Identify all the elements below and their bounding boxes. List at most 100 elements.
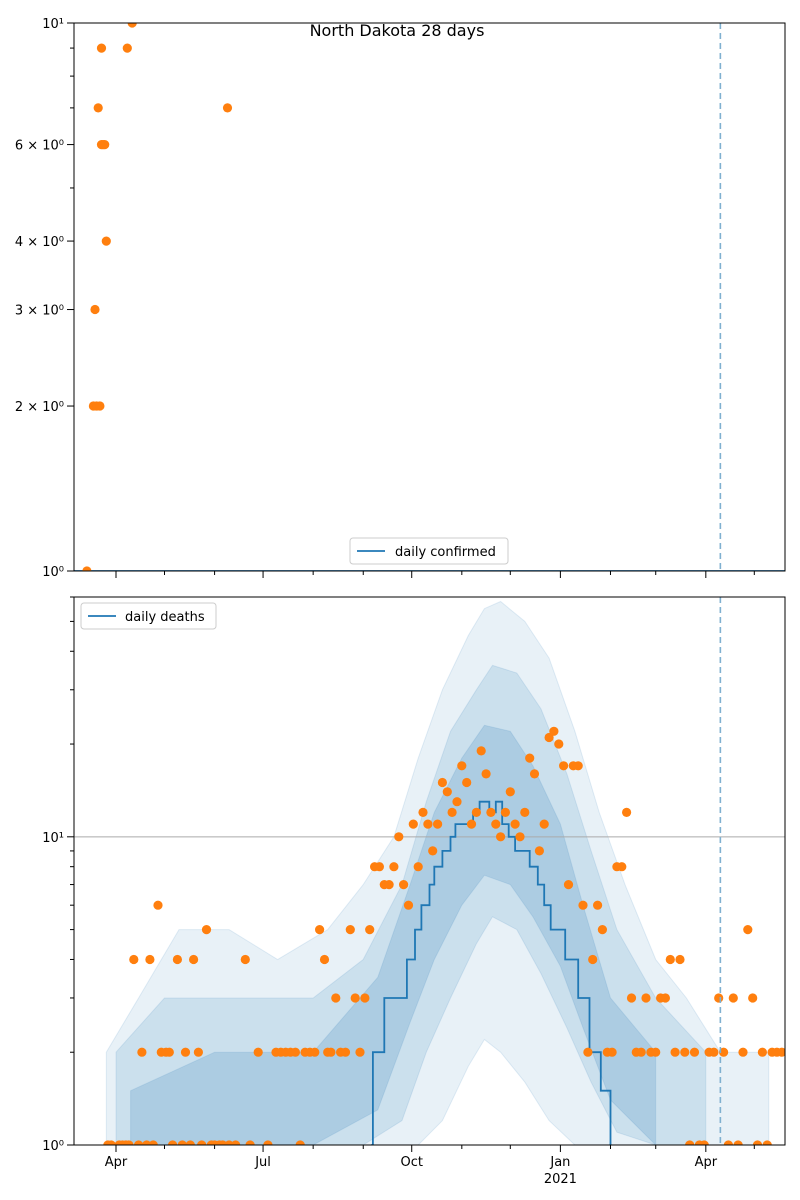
bottom-data-point bbox=[534, 846, 545, 856]
top-data-point bbox=[101, 236, 111, 246]
top-y-tick-label: 2 × 10⁰ bbox=[15, 400, 64, 415]
top-data-point bbox=[95, 401, 105, 411]
bottom-data-point bbox=[437, 777, 447, 788]
bottom-data-point bbox=[496, 832, 506, 842]
bottom-data-point bbox=[689, 1047, 700, 1057]
bottom-data-point bbox=[290, 1047, 300, 1057]
bottom-data-point bbox=[762, 1140, 772, 1145]
x-tick-label: Oct bbox=[400, 1155, 422, 1170]
bottom-data-point bbox=[418, 807, 428, 818]
bottom-data-point bbox=[544, 732, 554, 743]
bottom-data-point bbox=[134, 1140, 144, 1145]
bottom-data-point bbox=[660, 993, 671, 1003]
top-y-tick-label: 3 × 10⁰ bbox=[15, 304, 64, 319]
bottom-data-point bbox=[719, 1047, 729, 1057]
bottom-data-point bbox=[345, 925, 355, 935]
bottom-data-point bbox=[331, 993, 341, 1003]
bottom-data-point bbox=[728, 993, 738, 1003]
bottom-data-point bbox=[607, 1047, 617, 1057]
bottom-data-point bbox=[510, 819, 520, 829]
bottom-data-point bbox=[394, 832, 404, 842]
bottom-data-point bbox=[263, 1140, 273, 1145]
top-legend-label: daily confirmed bbox=[395, 545, 496, 560]
bottom-data-point bbox=[699, 1140, 709, 1145]
bottom-data-point bbox=[106, 1140, 116, 1145]
top-data-point bbox=[100, 140, 110, 150]
bottom-data-point bbox=[481, 769, 491, 779]
top-panel: 10⁰ 2 × 10⁰ 3 × 10⁰ 4 × 10⁰ 6 × 10⁰ 10¹ North… bbox=[15, 17, 786, 580]
bottom-data-point bbox=[185, 1140, 195, 1145]
bottom-uncertainty-band-0 bbox=[105, 600, 770, 1145]
bottom-data-point bbox=[423, 819, 433, 829]
bottom-data-point bbox=[549, 726, 559, 736]
bottom-data-point bbox=[413, 862, 423, 872]
bottom-data-point bbox=[709, 1047, 719, 1057]
x-tick-sublabel: 2021 bbox=[544, 1172, 577, 1187]
bottom-data-point bbox=[593, 900, 603, 910]
bottom-data-point bbox=[452, 797, 462, 807]
bottom-data-point bbox=[340, 1047, 351, 1057]
bottom-data-point bbox=[583, 1047, 593, 1057]
bottom-data-point bbox=[578, 900, 588, 910]
bottom-data-point bbox=[491, 819, 501, 829]
bottom-data-point bbox=[471, 807, 481, 818]
bottom-data-point bbox=[447, 807, 457, 818]
bottom-data-point bbox=[164, 1047, 174, 1057]
bottom-data-point bbox=[365, 925, 375, 935]
bottom-data-point bbox=[384, 880, 394, 890]
bottom-data-point bbox=[310, 1047, 320, 1057]
x-tick-label: Apr bbox=[105, 1155, 128, 1170]
bottom-data-point bbox=[476, 746, 486, 756]
bottom-data-point bbox=[148, 1140, 158, 1145]
bottom-data-point bbox=[403, 900, 414, 910]
bottom-series bbox=[103, 726, 785, 1145]
bottom-data-point bbox=[124, 1140, 134, 1145]
top-x-axis bbox=[115, 571, 755, 578]
bottom-data-point bbox=[177, 1140, 187, 1145]
bottom-data-point bbox=[442, 787, 452, 797]
bottom-data-point bbox=[360, 993, 370, 1003]
bottom-data-point bbox=[636, 1047, 646, 1057]
top-y-tick-label: 10¹ bbox=[42, 17, 64, 32]
bottom-data-point bbox=[714, 993, 724, 1003]
bottom-data-point bbox=[457, 761, 467, 771]
bottom-data-point bbox=[153, 900, 163, 910]
bottom-data-point bbox=[189, 954, 199, 965]
bottom-data-point bbox=[515, 832, 525, 842]
bottom-data-point bbox=[738, 1047, 748, 1057]
top-y-tick-label: 6 × 10⁰ bbox=[15, 139, 64, 154]
bottom-data-point bbox=[374, 862, 384, 872]
bottom-data-point bbox=[231, 1140, 241, 1145]
bottom-data-point bbox=[675, 954, 685, 965]
bottom-data-point bbox=[168, 1140, 178, 1145]
bottom-data-point bbox=[563, 880, 574, 890]
bottom-data-point bbox=[622, 807, 632, 818]
bottom-data-point bbox=[617, 862, 627, 872]
bottom-data-point bbox=[145, 954, 155, 965]
bottom-data-point bbox=[520, 807, 530, 818]
bottom-legend-box bbox=[80, 602, 217, 630]
bottom-data-point bbox=[685, 1140, 695, 1145]
bottom-data-point bbox=[500, 807, 510, 818]
bottom-data-point bbox=[428, 846, 438, 856]
bottom-legend: daily deaths bbox=[80, 602, 217, 630]
bottom-data-point bbox=[245, 1140, 255, 1145]
bottom-data-point bbox=[651, 1047, 661, 1057]
bottom-data-point bbox=[665, 954, 675, 965]
bottom-data-point bbox=[597, 925, 608, 935]
bottom-data-point bbox=[748, 993, 758, 1003]
bottom-data-point bbox=[137, 1047, 147, 1057]
bottom-data-point bbox=[462, 777, 472, 788]
bottom-data-point bbox=[350, 993, 360, 1003]
bottom-data-point bbox=[777, 1047, 785, 1057]
bottom-axes-frame bbox=[73, 596, 786, 1146]
bottom-data-point bbox=[433, 819, 443, 829]
bottom-data-point bbox=[326, 1047, 336, 1057]
bottom-data-point bbox=[670, 1047, 680, 1057]
bottom-data-point bbox=[641, 993, 651, 1003]
x-tick-label: Apr bbox=[695, 1155, 718, 1170]
bottom-data-point bbox=[197, 1140, 207, 1145]
bottom-data-point bbox=[757, 1047, 768, 1057]
bottom-data-point bbox=[193, 1047, 203, 1057]
top-data-point bbox=[127, 23, 137, 28]
